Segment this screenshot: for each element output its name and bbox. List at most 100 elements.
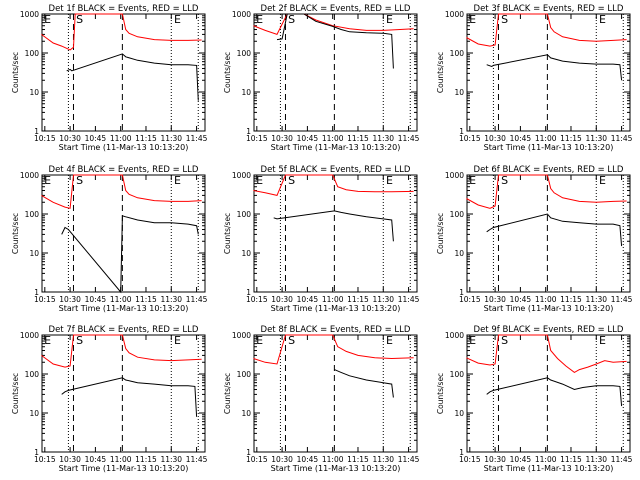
x-tick-label: 10:15	[246, 295, 268, 304]
events-series-line	[66, 53, 199, 101]
x-tick-label: 11:15	[560, 455, 582, 464]
x-tick-label: 11:00	[322, 295, 344, 304]
x-tick-label: 11:45	[186, 134, 208, 143]
x-tick-label: 11:15	[560, 295, 582, 304]
y-axis-label: Counts/sec	[223, 373, 232, 414]
marker-e: E	[599, 174, 606, 187]
x-tick-label: 11:15	[347, 295, 369, 304]
x-tick-label: 10:15	[246, 455, 268, 464]
y-axis-label: Counts/sec	[436, 373, 445, 414]
marker-s: S	[76, 334, 83, 347]
chart-title: Det 9f BLACK = Events, RED = LLD	[474, 325, 624, 335]
x-tick-label: 10:45	[85, 455, 107, 464]
plot-frame	[41, 13, 206, 132]
x-tick-label: 11:45	[611, 455, 633, 464]
marker-e: E	[599, 334, 606, 347]
x-axis-label: Start Time (11-Mar-13 10:13:20)	[484, 464, 614, 473]
y-axis-label: Counts/sec	[11, 373, 20, 414]
marker-e: E	[44, 174, 51, 187]
x-tick-label: 10:30	[484, 455, 506, 464]
x-tick-label: 11:45	[398, 134, 420, 143]
x-tick-label: 10:30	[59, 455, 81, 464]
marker-e: E	[256, 334, 263, 347]
x-tick-label: 11:30	[585, 134, 607, 143]
y-axis-label: Counts/sec	[11, 52, 20, 93]
y-axis-label: Counts/sec	[436, 213, 445, 254]
x-tick-label: 10:45	[510, 455, 532, 464]
x-tick-label: 10:30	[271, 295, 293, 304]
chart-panel-9: Det 9f BLACK = Events, RED = LLD 1 10 100 10…	[436, 325, 633, 473]
x-tick-label: 11:45	[186, 455, 208, 464]
y-tick-label: 100	[25, 370, 40, 379]
x-tick-label: 11:15	[347, 134, 369, 143]
y-tick-label: 1	[246, 288, 251, 297]
chart-title: Det 4f BLACK = Events, RED = LLD	[49, 165, 199, 175]
y-axis-label: Counts/sec	[223, 213, 232, 254]
x-axis-label: Start Time (11-Mar-13 10:13:20)	[484, 143, 614, 152]
chart-title: Det 2f BLACK = Events, RED = LLD	[261, 4, 411, 14]
lld-series-line	[466, 334, 627, 373]
y-tick-label: 1000	[20, 171, 39, 180]
x-tick-label: 11:30	[585, 455, 607, 464]
x-tick-label: 10:15	[34, 134, 56, 143]
lld-series-line	[41, 174, 202, 209]
y-tick-label: 1	[459, 127, 464, 136]
y-axis-label: Counts/sec	[436, 52, 445, 93]
x-tick-label: 11:15	[135, 295, 157, 304]
y-tick-label: 10	[454, 409, 464, 418]
plot-frame	[466, 334, 631, 453]
lld-series-line	[253, 334, 414, 365]
x-tick-label: 11:00	[110, 134, 132, 143]
chart-title: Det 8f BLACK = Events, RED = LLD	[261, 325, 411, 335]
lld-series-line	[466, 13, 627, 47]
y-tick-label: 10	[29, 88, 39, 97]
marker-s: S	[501, 334, 508, 347]
y-tick-label: 1	[459, 448, 464, 457]
y-tick-label: 10	[241, 88, 251, 97]
y-tick-label: 1	[459, 288, 464, 297]
marker-e: E	[256, 174, 263, 187]
x-tick-label: 10:45	[510, 134, 532, 143]
plot-frame	[466, 174, 631, 293]
x-tick-label: 11:15	[135, 455, 157, 464]
x-tick-label: 10:30	[59, 295, 81, 304]
x-tick-label: 11:30	[372, 295, 394, 304]
chart-panel-2: Det 2f BLACK = Events, RED = LLD 1 10 100 10…	[223, 4, 420, 152]
lld-series-line	[253, 13, 414, 36]
y-tick-label: 1000	[445, 331, 464, 340]
plot-frame	[253, 13, 418, 132]
chart-title: Det 7f BLACK = Events, RED = LLD	[49, 325, 199, 335]
chart-panel-6: Det 6f BLACK = Events, RED = LLD 1 10 100 10…	[436, 165, 633, 313]
x-tick-label: 11:00	[110, 295, 132, 304]
marker-e: E	[469, 174, 476, 187]
lld-series-line	[41, 13, 202, 51]
x-tick-label: 10:15	[459, 455, 481, 464]
y-tick-label: 1	[246, 127, 251, 136]
x-axis-label: Start Time (11-Mar-13 10:13:20)	[59, 304, 189, 313]
x-tick-label: 11:45	[186, 295, 208, 304]
x-tick-label: 11:30	[160, 295, 182, 304]
lld-series-line	[41, 334, 202, 368]
events-series-line	[276, 13, 394, 69]
y-tick-label: 1000	[20, 10, 39, 19]
x-tick-label: 11:15	[560, 134, 582, 143]
marker-s: S	[288, 174, 295, 187]
y-axis-label: Counts/sec	[11, 213, 20, 254]
x-tick-label: 10:45	[85, 295, 107, 304]
x-tick-label: 11:30	[585, 295, 607, 304]
marker-e: E	[174, 174, 181, 187]
y-tick-label: 100	[237, 210, 252, 219]
x-tick-label: 10:15	[34, 455, 56, 464]
x-tick-label: 11:45	[611, 295, 633, 304]
x-tick-label: 11:30	[160, 134, 182, 143]
x-tick-label: 10:45	[85, 134, 107, 143]
y-tick-label: 1	[34, 288, 39, 297]
x-tick-label: 10:15	[459, 295, 481, 304]
x-tick-label: 11:15	[347, 455, 369, 464]
marker-e: E	[469, 13, 476, 26]
plot-frame	[466, 13, 631, 132]
events-series-line	[61, 215, 199, 294]
x-tick-label: 10:15	[246, 134, 268, 143]
events-series-line	[486, 377, 623, 407]
